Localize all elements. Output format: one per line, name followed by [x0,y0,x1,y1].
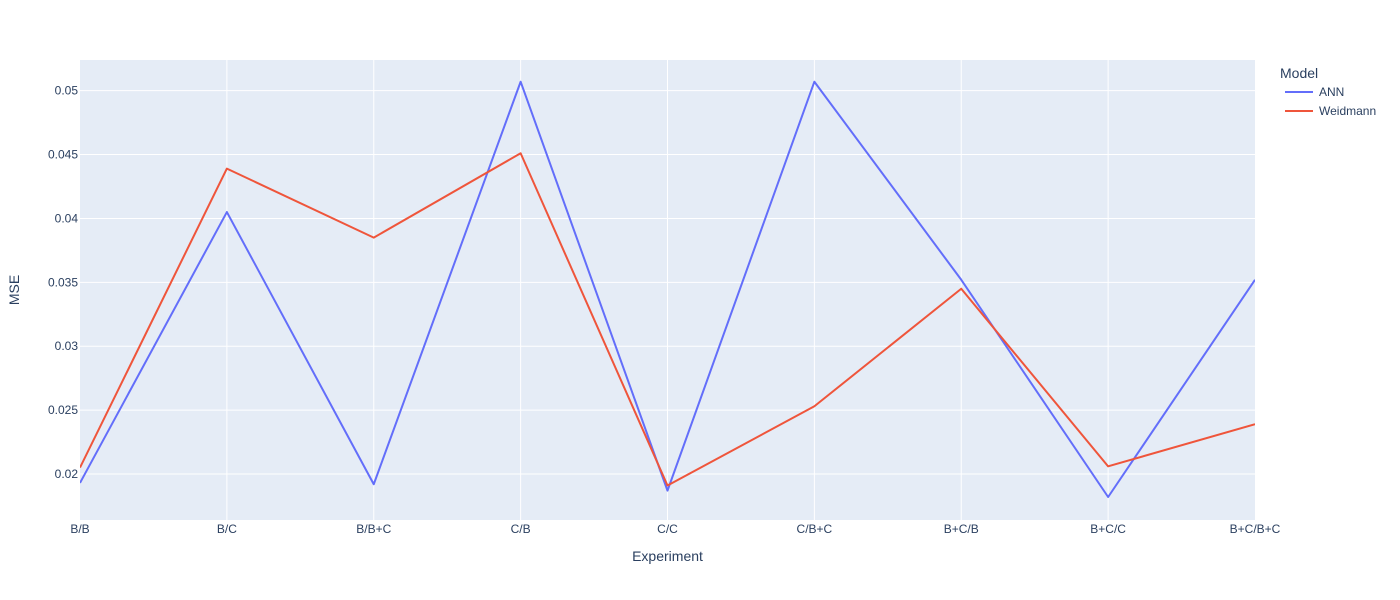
gridlines [80,60,1255,520]
y-tick-label: 0.035 [48,275,78,289]
x-tick-label: B+C/B [944,522,979,536]
series-line-ann [80,80,1255,498]
legend-item-weidmann[interactable]: Weidmann [1285,104,1376,118]
x-tick-label: B+C/B+C [1230,522,1281,536]
x-tick-label: B/C [217,522,237,536]
x-axis-title: Experiment [632,548,703,564]
x-tick-label: B+C/C [1090,522,1126,536]
y-tick-label: 0.045 [48,148,78,162]
legend-item-ann[interactable]: ANN [1285,85,1344,99]
x-axis-tick-labels: B/B B/C B/B+C C/B C/C C/B+C B+C/B B+C/C B+C/B+C [70,522,1280,536]
legend: Model ANN Weidmann [1280,65,1376,118]
y-tick-label: 0.03 [55,339,79,353]
legend-label: Weidmann [1319,104,1376,118]
x-tick-label: B/B+C [356,522,391,536]
legend-title: Model [1280,65,1318,81]
y-tick-label: 0.025 [48,403,78,417]
x-tick-label: C/B [511,522,531,536]
series-line-weidmann [80,152,1255,487]
y-tick-label: 0.05 [55,84,79,98]
legend-items: ANN Weidmann [1285,85,1376,118]
y-tick-label: 0.02 [55,467,79,481]
y-axis-tick-labels: 0.02 0.025 0.03 0.035 0.04 0.045 0.05 [48,84,78,481]
legend-label: ANN [1319,85,1344,99]
series-lines [80,80,1255,498]
y-axis-title: MSE [6,275,22,305]
x-tick-label: B/B [70,522,89,536]
x-tick-label: C/B+C [797,522,833,536]
x-tick-label: C/C [657,522,678,536]
y-tick-label: 0.04 [55,211,79,225]
